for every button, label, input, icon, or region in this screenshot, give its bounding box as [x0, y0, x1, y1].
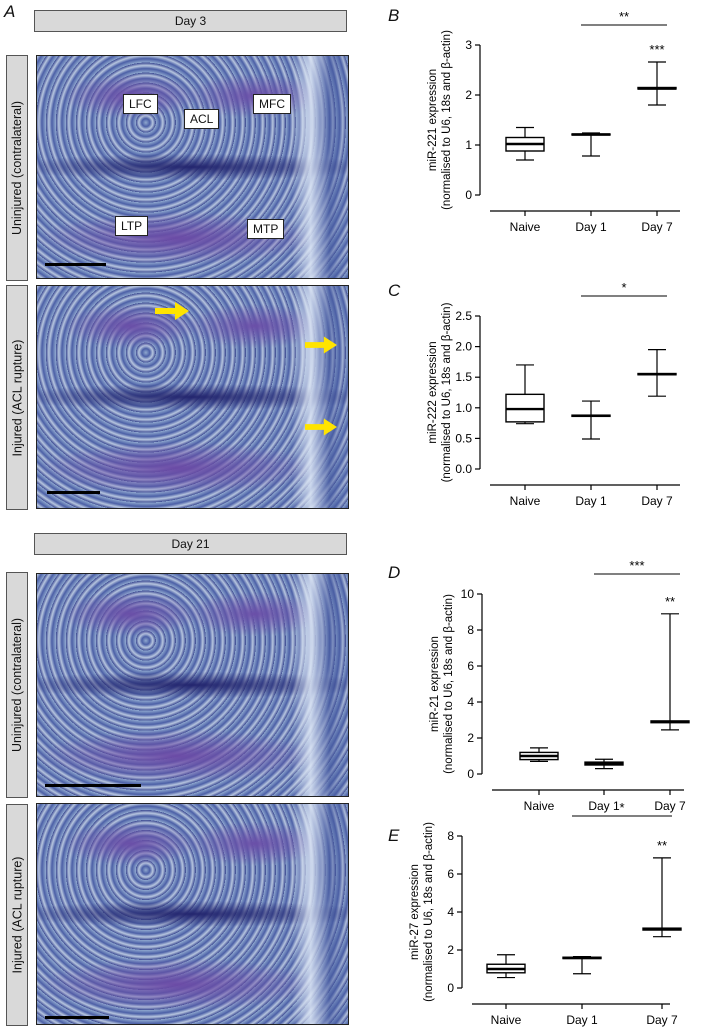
day21-uninjured-label: Uninjured (contralateral) [6, 572, 28, 798]
y-tick-label: 2 [447, 943, 454, 957]
x-tick-label: Day 1 [588, 799, 620, 813]
significance-label: * [619, 800, 624, 815]
chart-e-svg: 0 2 4 6 8 Naive Day 1 Day 7 miR-27 expression (no… [409, 800, 682, 1027]
y-tick-label: 0.0 [455, 462, 472, 476]
y-tick-label: 6 [467, 659, 474, 673]
acl-label: ACL [184, 109, 220, 129]
x-tick-label: Day 1 [575, 220, 607, 234]
day21-injured-label: Injured (ACL rupture) [6, 804, 28, 1026]
chart-b-svg: 0 1 2 3 Naive Day 1 Day 7 miR-221 expression (no… [427, 9, 680, 234]
day21-banner: Day 21 [34, 533, 347, 555]
x-tick-label: Naive [510, 494, 541, 508]
significance-label: *** [629, 558, 644, 573]
x-tick-label: Day 7 [641, 220, 673, 234]
chart-e: 0 2 4 6 8 Naive Day 1 Day 7 miR-27 expression (no… [380, 800, 720, 1027]
panel-letter-a: A [4, 2, 16, 21]
day3-injured-label: Injured (ACL rupture) [6, 285, 28, 510]
chart-d: 0 2 4 6 8 10 Naive Day 1 Day 7 miR-21 expression(… [380, 558, 720, 813]
panel-letter-b: B [388, 6, 400, 25]
y-tick-label: 4 [447, 905, 454, 919]
chart-d-svg: 0 2 4 6 8 10 Naive Day 1 Day 7 miR-21 expression(… [429, 558, 690, 813]
day3-injured-label-text: Injured (ACL rupture) [10, 339, 25, 456]
day21-uninjured-label-text: Uninjured (contralateral) [10, 617, 24, 753]
arrow-icon [305, 418, 337, 436]
chart-c: 0.0 0.5 1.0 1.5 2.0 2.5 Naive Day 1 Day 7 miR-222… [380, 276, 720, 520]
chart-c-svg: 0.0 0.5 1.0 1.5 2.0 2.5 Naive Day 1 Day 7 miR-222… [427, 280, 680, 508]
day21-injured-histology-image [36, 803, 349, 1025]
day3-uninjured-label-text: Uninjured (contralateral) [10, 100, 24, 236]
y-axis-label: miR-221 expression (normalised to U6, 18s… [427, 30, 453, 210]
x-tick-label: Day 1 [566, 1013, 598, 1027]
x-tick-label: Day 7 [641, 494, 673, 508]
scale-bar [45, 263, 106, 266]
y-tick-label: 0.5 [455, 431, 472, 445]
x-tick-label: Day 7 [646, 1013, 678, 1027]
significance-label: * [621, 280, 626, 295]
scale-bar [45, 1016, 109, 1019]
y-tick-label: 1.0 [455, 401, 472, 415]
day3-uninjured-histology-image: LFC ACL MFC LTP MTP [36, 55, 349, 279]
y-tick-label: 8 [447, 829, 454, 843]
panel-letter-d: D [388, 563, 401, 582]
x-tick-label: Naive [524, 799, 555, 813]
y-tick-label: 1 [465, 138, 472, 152]
y-tick-label: 6 [447, 867, 454, 881]
y-tick-label: 0 [467, 767, 474, 781]
significance-star: ** [657, 838, 667, 853]
y-axis-label-line: (normalised to U6, 18s and β-actin) [441, 30, 453, 210]
x-tick-label: Naive [510, 220, 541, 234]
y-tick-label: 2.5 [455, 309, 472, 323]
y-tick-label: 2 [465, 88, 472, 102]
y-axis-label: miR-222 expression (normalised to U6, 18s… [427, 302, 453, 482]
significance-star: *** [649, 42, 664, 57]
y-tick-label: 4 [467, 695, 474, 709]
y-axis-label: miR-27 expression (normalised to U6, 18s … [409, 822, 435, 1002]
y-tick-label: 3 [465, 38, 472, 52]
day3-banner: Day 3 [34, 10, 347, 32]
y-axis-label-line: miR-21 expression [429, 636, 441, 732]
y-axis-label-line: (normalised to U6, 18s and β-actin) [441, 302, 453, 482]
day3-injured-histology-image [36, 285, 349, 509]
day3-uninjured-label: Uninjured (contralateral) [6, 55, 28, 281]
y-tick-label: 0 [465, 188, 472, 202]
y-axis-label: miR-21 expression (normalised to U6, 18s … [429, 594, 455, 774]
day21-injured-label-text: Injured (ACL rupture) [10, 856, 25, 974]
y-tick-label: 10 [461, 587, 475, 601]
scale-bar [45, 784, 141, 787]
day21-uninjured-histology-image [36, 573, 349, 797]
arrow-icon [155, 302, 189, 320]
scale-bar [47, 491, 100, 494]
y-tick-label: 1.5 [455, 370, 472, 384]
y-tick-label: 8 [467, 623, 474, 637]
ltp-label: LTP [115, 216, 149, 236]
y-axis-label-line: miR-221 expression [427, 69, 439, 171]
significance-label: ** [619, 9, 629, 24]
y-axis-label-line: miR-222 expression [427, 341, 439, 443]
arrow-icon [305, 336, 337, 354]
panel-letter-c: C [388, 281, 401, 300]
panel-letter-e: E [388, 826, 400, 845]
lfc-label: LFC [123, 94, 158, 114]
y-axis-label-line: (normalised to U6, 18s and β-actin) [423, 822, 435, 1002]
x-tick-label: Naive [491, 1013, 522, 1027]
y-axis-label-line: miR-27 expression [409, 864, 421, 960]
y-tick-label: 2 [467, 731, 474, 745]
significance-star: ** [665, 594, 675, 609]
x-tick-label: Day 1 [575, 494, 607, 508]
chart-b: 0 1 2 3 Naive Day 1 Day 7 miR-221 expression (no… [380, 0, 720, 248]
mfc-label: MFC [253, 94, 291, 114]
mtp-label: MTP [247, 219, 285, 239]
x-tick-label: Day 7 [654, 799, 686, 813]
y-tick-label: 2.0 [455, 340, 472, 354]
y-axis-label-line: (normalised to U6, 18s and β-actin) [443, 594, 455, 774]
y-tick-label: 0 [447, 981, 454, 995]
